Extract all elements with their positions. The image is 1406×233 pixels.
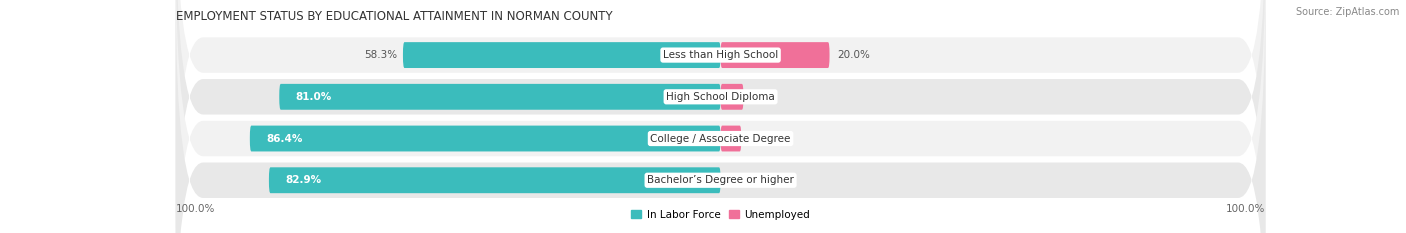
Text: 58.3%: 58.3%	[364, 50, 398, 60]
FancyBboxPatch shape	[250, 126, 721, 151]
Text: Source: ZipAtlas.com: Source: ZipAtlas.com	[1295, 7, 1399, 17]
Text: 81.0%: 81.0%	[295, 92, 332, 102]
FancyBboxPatch shape	[269, 167, 721, 193]
Text: Less than High School: Less than High School	[664, 50, 778, 60]
FancyBboxPatch shape	[721, 84, 744, 110]
Legend: In Labor Force, Unemployed: In Labor Force, Unemployed	[627, 205, 814, 224]
Text: Bachelor’s Degree or higher: Bachelor’s Degree or higher	[647, 175, 794, 185]
Text: 3.8%: 3.8%	[749, 134, 776, 144]
Text: 100.0%: 100.0%	[1226, 204, 1265, 214]
Text: High School Diploma: High School Diploma	[666, 92, 775, 102]
FancyBboxPatch shape	[280, 84, 721, 110]
FancyBboxPatch shape	[721, 42, 830, 68]
FancyBboxPatch shape	[176, 0, 1265, 233]
FancyBboxPatch shape	[404, 42, 721, 68]
Text: 82.9%: 82.9%	[285, 175, 322, 185]
Text: EMPLOYMENT STATUS BY EDUCATIONAL ATTAINMENT IN NORMAN COUNTY: EMPLOYMENT STATUS BY EDUCATIONAL ATTAINM…	[176, 10, 613, 23]
Text: 20.0%: 20.0%	[838, 50, 870, 60]
Text: 86.4%: 86.4%	[266, 134, 302, 144]
Text: College / Associate Degree: College / Associate Degree	[651, 134, 790, 144]
Text: 100.0%: 100.0%	[176, 204, 215, 214]
FancyBboxPatch shape	[721, 126, 741, 151]
FancyBboxPatch shape	[176, 0, 1265, 233]
Text: 4.2%: 4.2%	[752, 92, 778, 102]
FancyBboxPatch shape	[176, 0, 1265, 233]
Text: 0.0%: 0.0%	[728, 175, 755, 185]
FancyBboxPatch shape	[176, 0, 1265, 233]
